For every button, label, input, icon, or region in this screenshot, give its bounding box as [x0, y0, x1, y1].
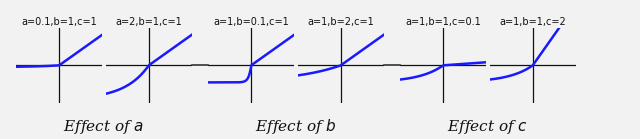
Title: a=1,b=0.1,c=1: a=1,b=0.1,c=1 — [213, 17, 289, 27]
Title: a=1,b=1,c=2: a=1,b=1,c=2 — [499, 17, 566, 27]
Title: a=1,b=1,c=0.1: a=1,b=1,c=0.1 — [405, 17, 481, 27]
Title: a=2,b=1,c=1: a=2,b=1,c=1 — [115, 17, 182, 27]
Text: Effect of $a$: Effect of $a$ — [63, 118, 145, 136]
Title: a=0.1,b=1,c=1: a=0.1,b=1,c=1 — [21, 17, 97, 27]
Text: Effect of $b$: Effect of $b$ — [255, 117, 337, 136]
Text: Effect of $c$: Effect of $c$ — [447, 118, 529, 136]
Title: a=1,b=2,c=1: a=1,b=2,c=1 — [307, 17, 374, 27]
